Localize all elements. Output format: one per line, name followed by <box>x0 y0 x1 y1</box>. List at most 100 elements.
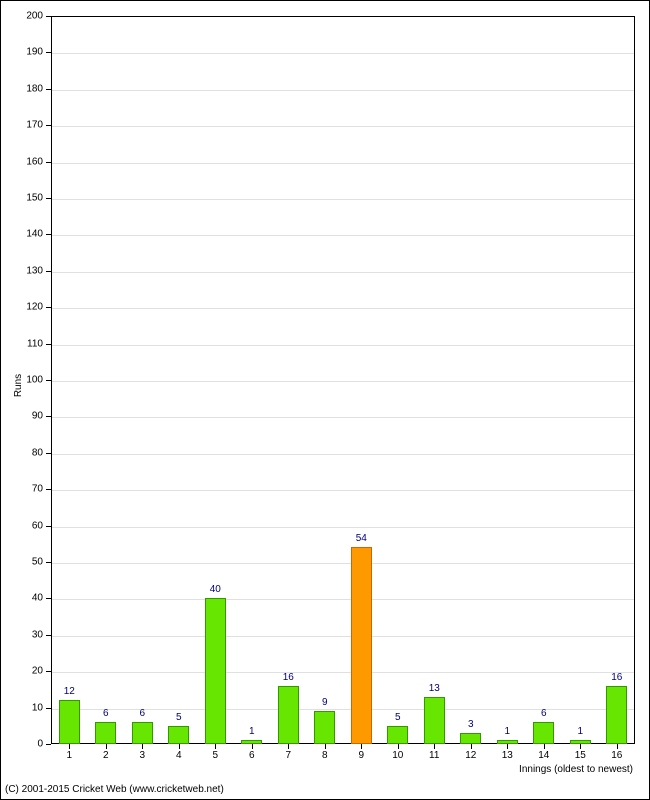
x-tick-mark <box>617 744 618 749</box>
bar-value-label: 12 <box>64 686 75 697</box>
gridline <box>52 199 634 200</box>
y-tick-label: 100 <box>1 375 43 386</box>
x-tick-mark <box>398 744 399 749</box>
gridline <box>52 235 634 236</box>
y-tick-mark <box>46 453 51 454</box>
x-axis-label: Innings (oldest to newest) <box>519 764 633 775</box>
plot-area <box>51 16 635 744</box>
gridline <box>52 163 634 164</box>
x-tick-label: 1 <box>66 750 72 761</box>
y-tick-label: 40 <box>1 593 43 604</box>
y-tick-mark <box>46 380 51 381</box>
y-tick-label: 80 <box>1 447 43 458</box>
x-tick-label: 7 <box>285 750 291 761</box>
x-tick-mark <box>106 744 107 749</box>
x-tick-label: 2 <box>103 750 109 761</box>
bar-value-label: 16 <box>611 672 622 683</box>
gridline <box>52 527 634 528</box>
bar-value-label: 5 <box>395 712 401 723</box>
y-tick-mark <box>46 125 51 126</box>
gridline <box>52 636 634 637</box>
x-tick-label: 4 <box>176 750 182 761</box>
y-tick-mark <box>46 562 51 563</box>
bar <box>132 722 153 744</box>
bar-value-label: 6 <box>103 708 109 719</box>
x-tick-mark <box>580 744 581 749</box>
y-tick-label: 180 <box>1 83 43 94</box>
y-tick-label: 170 <box>1 120 43 131</box>
x-tick-mark <box>288 744 289 749</box>
gridline <box>52 454 634 455</box>
gridline <box>52 563 634 564</box>
y-tick-mark <box>46 598 51 599</box>
bar-value-label: 9 <box>322 697 328 708</box>
bar <box>314 711 335 744</box>
x-tick-label: 16 <box>611 750 622 761</box>
x-tick-mark <box>361 744 362 749</box>
x-tick-mark <box>252 744 253 749</box>
bar <box>387 726 408 744</box>
x-tick-mark <box>179 744 180 749</box>
y-tick-mark <box>46 271 51 272</box>
gridline <box>52 599 634 600</box>
y-tick-label: 140 <box>1 229 43 240</box>
x-tick-mark <box>69 744 70 749</box>
y-tick-label: 110 <box>1 338 43 349</box>
y-tick-mark <box>46 16 51 17</box>
y-tick-mark <box>46 671 51 672</box>
bar <box>351 547 372 744</box>
gridline <box>52 126 634 127</box>
gridline <box>52 53 634 54</box>
x-tick-label: 3 <box>139 750 145 761</box>
x-tick-mark <box>507 744 508 749</box>
gridline <box>52 345 634 346</box>
y-tick-label: 60 <box>1 520 43 531</box>
x-tick-label: 14 <box>538 750 549 761</box>
gridline <box>52 672 634 673</box>
gridline <box>52 490 634 491</box>
x-tick-label: 15 <box>575 750 586 761</box>
bar <box>424 697 445 744</box>
bar <box>95 722 116 744</box>
bar-value-label: 1 <box>577 726 583 737</box>
y-tick-mark <box>46 635 51 636</box>
bar-value-label: 16 <box>283 672 294 683</box>
bar-value-label: 1 <box>249 726 255 737</box>
bar-value-label: 40 <box>210 584 221 595</box>
gridline <box>52 272 634 273</box>
gridline <box>52 90 634 91</box>
bar <box>205 598 226 744</box>
y-tick-label: 130 <box>1 265 43 276</box>
y-tick-mark <box>46 489 51 490</box>
y-tick-mark <box>46 162 51 163</box>
bar <box>168 726 189 744</box>
y-tick-label: 70 <box>1 484 43 495</box>
x-tick-mark <box>471 744 472 749</box>
x-tick-mark <box>215 744 216 749</box>
bar <box>606 686 627 744</box>
y-tick-mark <box>46 307 51 308</box>
y-tick-label: 200 <box>1 11 43 22</box>
bar <box>59 700 80 744</box>
copyright-text: (C) 2001-2015 Cricket Web (www.cricketwe… <box>5 784 224 795</box>
y-tick-mark <box>46 198 51 199</box>
y-tick-label: 20 <box>1 666 43 677</box>
x-tick-label: 11 <box>429 750 439 761</box>
y-tick-mark <box>46 526 51 527</box>
y-tick-label: 10 <box>1 702 43 713</box>
y-tick-label: 90 <box>1 411 43 422</box>
y-tick-mark <box>46 416 51 417</box>
bar <box>278 686 299 744</box>
y-tick-label: 50 <box>1 557 43 568</box>
y-tick-label: 30 <box>1 629 43 640</box>
x-tick-mark <box>544 744 545 749</box>
x-tick-mark <box>142 744 143 749</box>
gridline <box>52 308 634 309</box>
x-tick-label: 9 <box>358 750 364 761</box>
y-tick-mark <box>46 89 51 90</box>
bar-value-label: 6 <box>541 708 547 719</box>
bar-value-label: 13 <box>429 683 440 694</box>
y-tick-label: 0 <box>1 739 43 750</box>
y-tick-mark <box>46 52 51 53</box>
bar <box>460 733 481 744</box>
